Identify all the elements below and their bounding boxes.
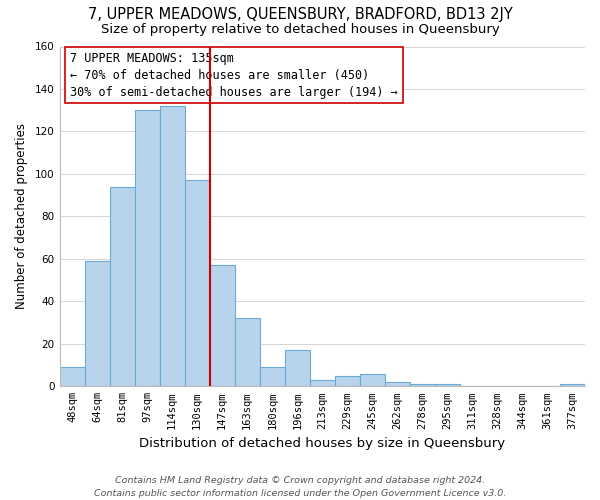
Text: Size of property relative to detached houses in Queensbury: Size of property relative to detached ho… [101,22,499,36]
Bar [310,380,335,386]
Bar [110,186,134,386]
Bar [59,367,85,386]
Bar [335,376,360,386]
Text: 7 UPPER MEADOWS: 135sqm
← 70% of detached houses are smaller (450)
30% of semi-d: 7 UPPER MEADOWS: 135sqm ← 70% of detache… [70,52,398,98]
Bar [235,318,260,386]
Bar [185,180,209,386]
X-axis label: Distribution of detached houses by size in Queensbury: Distribution of detached houses by size … [139,437,505,450]
Text: Contains HM Land Registry data © Crown copyright and database right 2024.
Contai: Contains HM Land Registry data © Crown c… [94,476,506,498]
Bar [560,384,585,386]
Bar [360,374,385,386]
Bar [160,106,185,386]
Text: 7, UPPER MEADOWS, QUEENSBURY, BRADFORD, BD13 2JY: 7, UPPER MEADOWS, QUEENSBURY, BRADFORD, … [88,8,512,22]
Bar [85,261,110,386]
Bar [435,384,460,386]
Bar [209,265,235,386]
Bar [260,367,285,386]
Bar [385,382,410,386]
Bar [285,350,310,387]
Bar [134,110,160,386]
Y-axis label: Number of detached properties: Number of detached properties [15,124,28,310]
Bar [410,384,435,386]
